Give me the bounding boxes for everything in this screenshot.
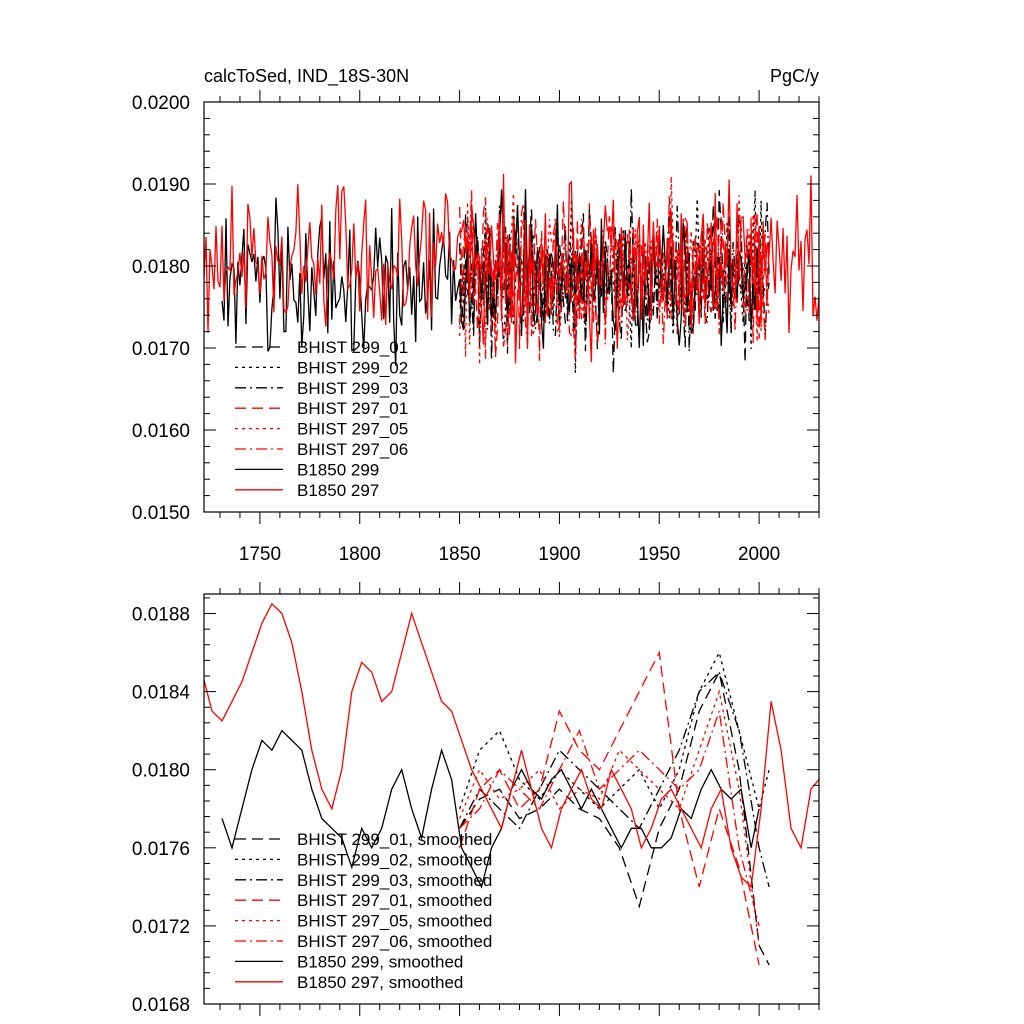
y-tick-label: 0.0200: [132, 93, 190, 114]
legend-label: BHIST 297_05, smoothed: [297, 912, 492, 931]
plot-area: [204, 602, 819, 966]
series-line-5: [459, 710, 760, 927]
x-tick-label: 1750: [239, 544, 281, 565]
plot-frame: [203, 593, 820, 1005]
series-line-0: [459, 670, 770, 966]
y-tick-label: 0.0180: [132, 761, 190, 782]
top-panel-units: PgC/y: [770, 66, 819, 86]
series-line-2: [459, 670, 770, 888]
legend-label: BHIST 299_02, smoothed: [297, 850, 492, 869]
legend-label: BHIST 297_01: [297, 399, 408, 418]
top-panel: calcToSed, IND_18S-30N PgC/y 0.0150 0.016…: [132, 66, 820, 565]
bottom-panel: 0.0168 0.0172 0.0176 0.0180 0.0184 0.0188 BHIS…: [132, 582, 820, 1016]
legend-label: BHIST 299_02: [297, 358, 408, 377]
plot-area: [204, 173, 819, 374]
y-tick-label: 0.0188: [132, 605, 190, 626]
top-panel-title: calcToSed, IND_18S-30N: [204, 66, 409, 87]
y-tick-label: 0.0172: [132, 917, 190, 938]
series-line-7: [204, 602, 819, 889]
x-tick-label: 1950: [638, 544, 680, 565]
y-tick-label: 0.0170: [132, 339, 190, 360]
x-tick-label: 1800: [339, 544, 381, 565]
legend-label: BHIST 299_03: [297, 379, 408, 398]
series-line-4: [458, 689, 760, 946]
y-tick-label: 0.0176: [132, 839, 190, 860]
legend-label: B1850 299, smoothed: [297, 952, 463, 971]
legend-label: BHIST 299_03, smoothed: [297, 871, 492, 890]
y-tick-label: 0.0180: [132, 257, 190, 278]
y-tick-label: 0.0190: [132, 175, 190, 196]
legend-label: B1850 299: [297, 460, 379, 479]
legend-label: BHIST 299_01: [297, 338, 408, 357]
plot-frame: [203, 101, 820, 513]
legend-label: B1850 297: [297, 481, 379, 500]
x-tick-label: 2000: [738, 544, 780, 565]
legend-label: B1850 297, smoothed: [297, 973, 463, 992]
y-tick-label: 0.0160: [132, 421, 190, 442]
legend-label: BHIST 297_05: [297, 420, 408, 439]
legend-label: BHIST 297_01, smoothed: [297, 891, 492, 910]
y-tick-label: 0.0184: [132, 683, 191, 704]
series-line-6: [221, 729, 760, 889]
y-tick-label: 0.0150: [132, 503, 190, 524]
x-tick-label: 1850: [438, 544, 480, 565]
series-line-3: [458, 650, 760, 966]
y-tick-label: 0.0168: [132, 995, 190, 1016]
legend-label: BHIST 297_06, smoothed: [297, 932, 492, 951]
series-line-7: [204, 173, 819, 364]
series-line-1: [458, 650, 770, 811]
legend-label: BHIST 299_01, smoothed: [297, 830, 492, 849]
legend-label: BHIST 297_06: [297, 440, 408, 459]
x-tick-label: 1900: [538, 544, 580, 565]
